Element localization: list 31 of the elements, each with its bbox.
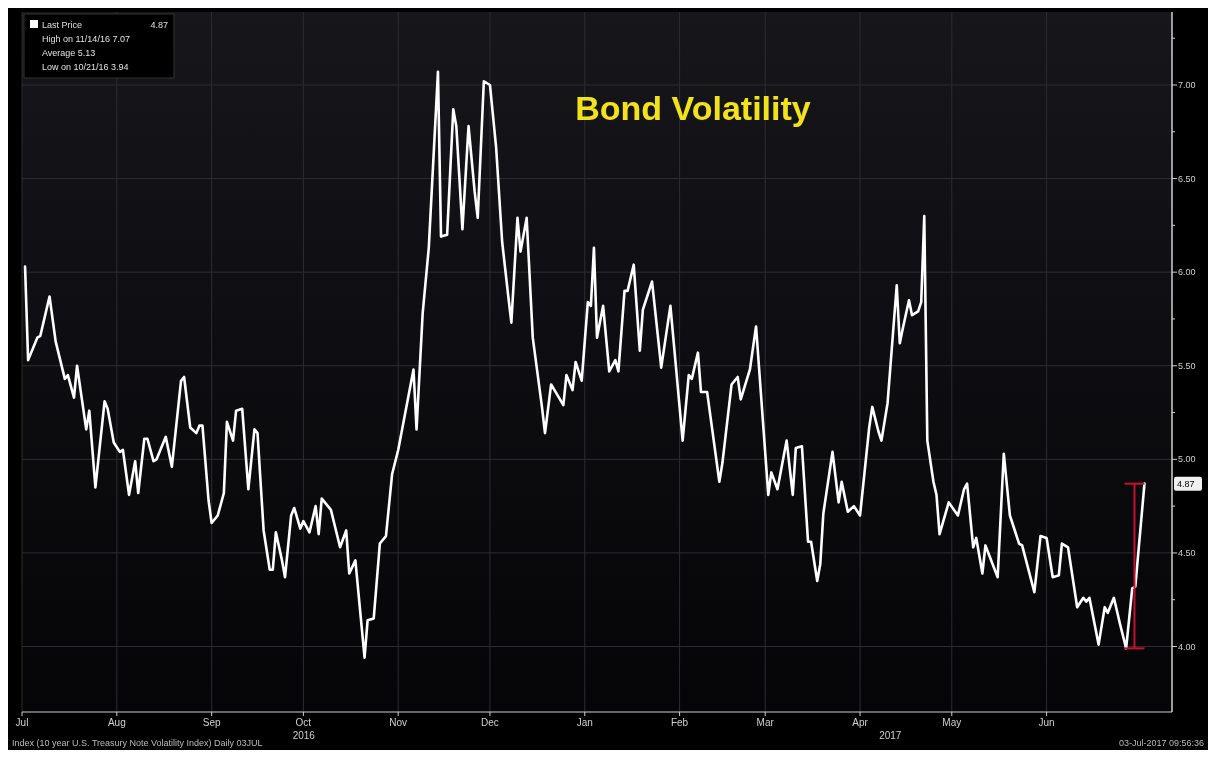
- text: 2016: [292, 730, 316, 741]
- x-tick-label: Aug: [107, 717, 126, 728]
- x-tick-label: Jan: [576, 717, 593, 728]
- y-tick-label: 7.00: [1178, 80, 1196, 91]
- text: Bond Volatility: [575, 89, 811, 127]
- y-tick-label: 5.00: [1178, 454, 1196, 465]
- x-tick-label: Jul: [15, 717, 29, 728]
- annotation: Average 5.13: [42, 48, 96, 58]
- y-tick-label: 6.50: [1178, 173, 1196, 184]
- y-tick-label: 5.50: [1178, 360, 1196, 371]
- line-series: [23, 70, 1146, 660]
- x-tick-label: Feb: [670, 717, 689, 728]
- x-tick-label: Sep: [202, 717, 221, 728]
- annotation: 4.87: [150, 20, 168, 30]
- x-tick-label: Jun: [1038, 717, 1055, 728]
- text: 03-Jul-2017 09:56:36: [1118, 738, 1204, 748]
- text: 4.87: [1177, 478, 1195, 489]
- x-tick-label: Oct: [295, 717, 312, 728]
- y-tick-label: 4.00: [1178, 641, 1196, 652]
- text: 2017: [879, 730, 902, 741]
- y-tick-label: 4.50: [1178, 548, 1196, 559]
- x-tick-label: Apr: [852, 717, 869, 728]
- text: Index (10 year U.S. Treasury Note Volatility Index) Daily 03JUL: [12, 738, 263, 748]
- annotation: High on 11/14/16 7.07: [42, 34, 130, 44]
- x-tick-label: May: [942, 717, 962, 728]
- x-tick-label: Nov: [389, 717, 408, 728]
- legend-label: Last Price: [42, 20, 83, 30]
- annotation: Low on 10/21/16 3.94: [42, 62, 129, 72]
- x-tick-label: Mar: [756, 717, 775, 728]
- x-tick-label: Dec: [481, 717, 499, 728]
- y-tick-label: 6.00: [1178, 267, 1196, 278]
